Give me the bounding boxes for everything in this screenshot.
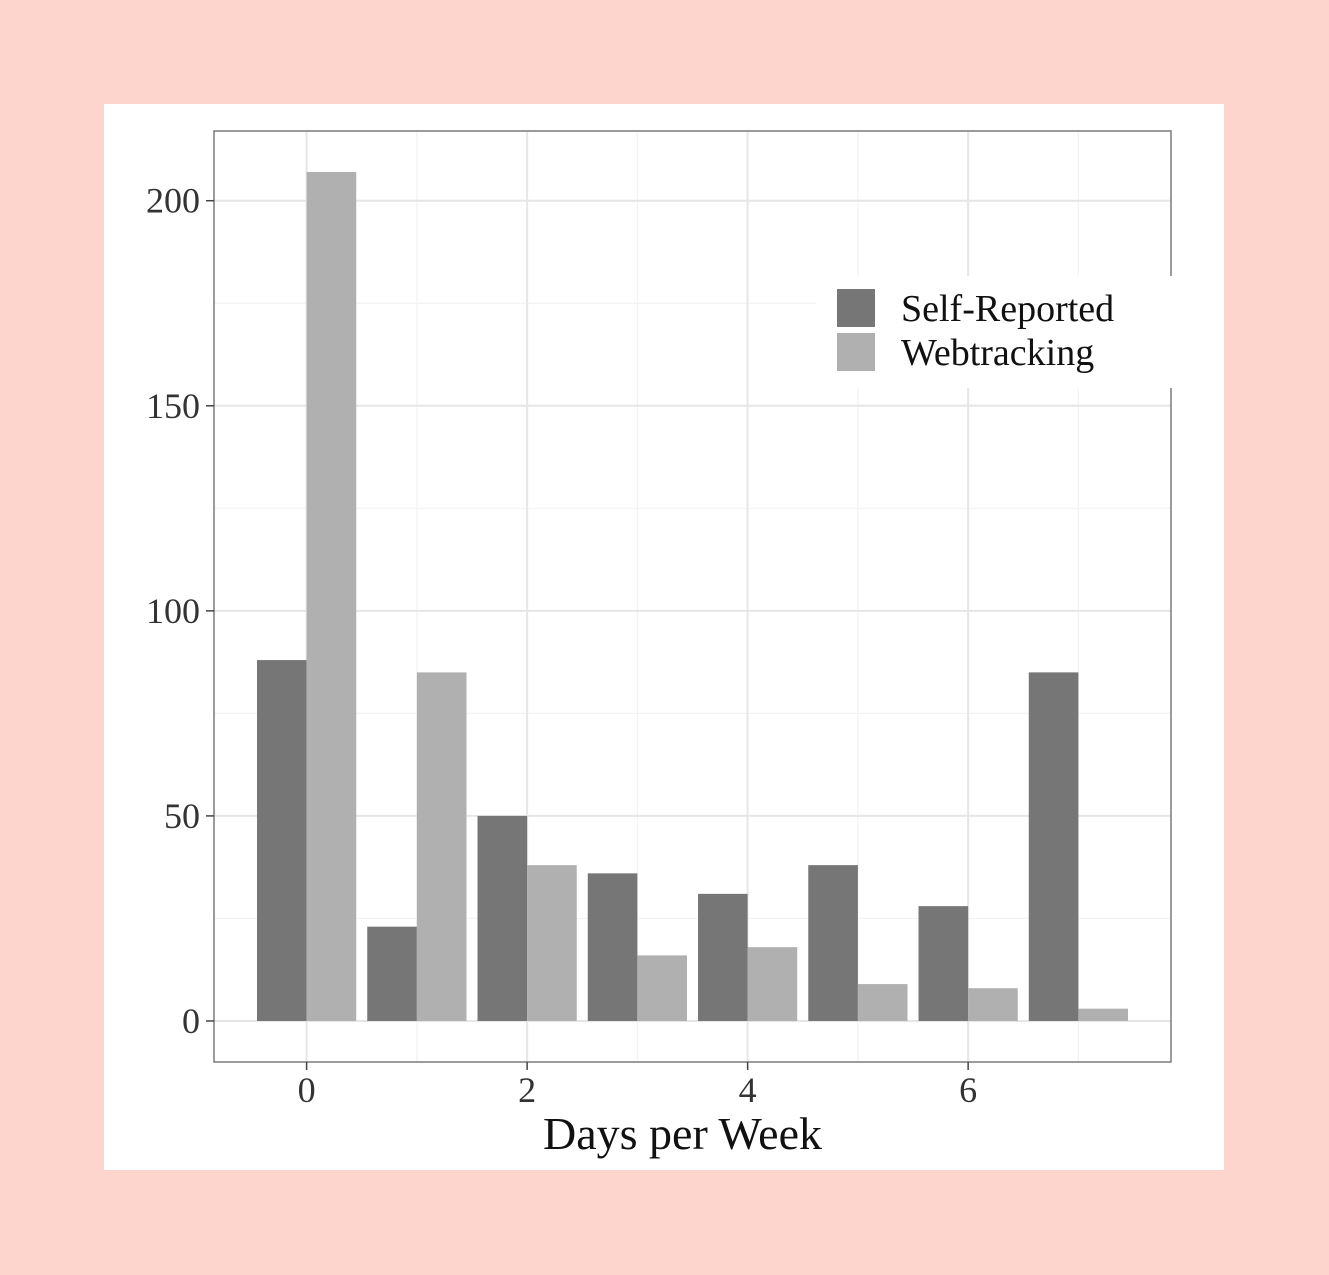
legend-swatch-webtracking [837,333,875,371]
x-tick-label: 6 [959,1070,977,1110]
x-axis-title: Days per Week [543,1108,822,1159]
bar-self-reported-6 [918,906,969,1021]
bar-self-reported-4 [698,893,748,1021]
legend-label-self-reported: Self-Reported [901,288,1114,330]
x-tick-label: 0 [298,1070,316,1110]
legend-label-webtracking: Webtracking [901,332,1094,374]
bar-webtracking-2 [527,865,577,1021]
y-tick-label: 200 [146,181,200,221]
bars [256,172,1129,1021]
bar-self-reported-1 [367,926,417,1021]
bar-webtracking-7 [1078,1008,1129,1021]
bar-webtracking-4 [747,947,798,1021]
y-axis: 0 50 100 150 200 [146,181,214,1041]
bar-webtracking-3 [637,955,687,1021]
bar-webtracking-1 [416,672,467,1021]
x-tick-label: 4 [739,1070,757,1110]
x-tick-label: 2 [518,1070,536,1110]
y-tick-label: 0 [182,1001,200,1041]
bar-chart: 0 50 100 150 200 0 2 4 6 Days per Week Self-Rep… [146,130,1224,1159]
y-tick-label: 100 [146,591,200,631]
bar-webtracking-5 [857,984,908,1021]
y-tick-label: 50 [164,796,200,836]
legend-swatch-self-reported [837,289,875,327]
legend-background [816,276,1224,388]
grid-lines [214,131,1171,1062]
bar-self-reported-7 [1028,672,1079,1021]
x-axis: 0 2 4 6 [298,1062,977,1110]
bar-self-reported-2 [477,815,528,1021]
chart-card: 0 50 100 150 200 0 2 4 6 Days per Week Self-Rep… [104,104,1224,1170]
plot-panel-border [213,130,1172,1063]
bar-self-reported-0 [256,660,307,1021]
y-tick-label: 150 [146,386,200,426]
bar-webtracking-0 [306,172,357,1021]
bar-self-reported-5 [808,865,858,1021]
bar-self-reported-3 [587,873,638,1021]
bar-webtracking-6 [968,988,1018,1021]
